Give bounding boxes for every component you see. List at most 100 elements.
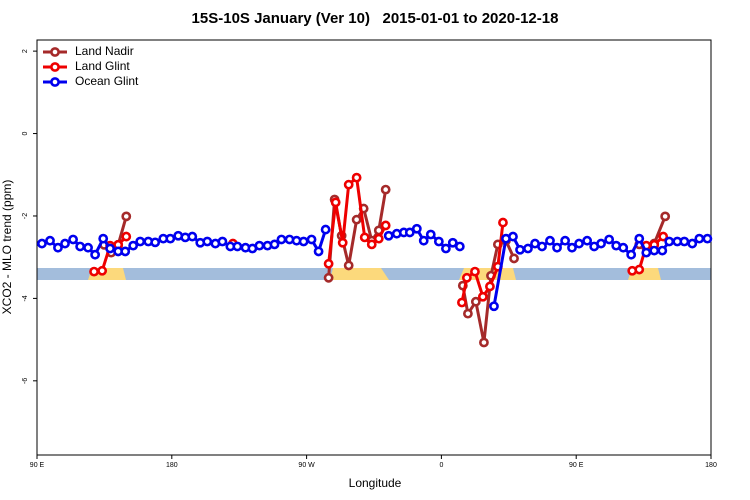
data-point (660, 211, 671, 222)
data-point (498, 217, 508, 228)
data-point (298, 236, 309, 247)
data-point (457, 297, 467, 308)
data-point (485, 281, 495, 292)
data-point (626, 249, 637, 260)
data-point (45, 235, 55, 246)
data-point (75, 241, 86, 252)
data-point (105, 243, 115, 254)
legend-marker (50, 62, 60, 72)
data-point (120, 246, 131, 257)
data-point (470, 296, 481, 307)
data-point (537, 241, 547, 252)
data-point (97, 265, 108, 276)
chart-title: 15S-10S January (Ver 10) 2015-01-01 to 2… (192, 10, 559, 27)
legend-marker (50, 77, 60, 87)
data-point (320, 224, 331, 235)
data-point (567, 242, 577, 253)
data-point (508, 231, 518, 242)
data-point (694, 233, 705, 244)
data-point (121, 211, 132, 222)
data-point (634, 233, 645, 244)
data-point (366, 239, 377, 250)
y-tick-label: 0 (22, 132, 29, 136)
data-point (702, 233, 713, 244)
data-point (165, 233, 176, 244)
data-point (523, 243, 533, 254)
x-axis-label: Longitude (349, 476, 402, 490)
data-point (359, 232, 370, 243)
data-point (470, 266, 480, 277)
data-point (351, 214, 362, 225)
data-point (418, 235, 429, 246)
data-point (380, 184, 391, 195)
data-point (545, 235, 555, 246)
data-point (276, 234, 287, 245)
data-point (83, 242, 93, 253)
x-tick-label: 180 (166, 462, 178, 469)
data-point (425, 229, 436, 240)
data-point (121, 231, 132, 242)
data-point (658, 231, 669, 242)
data-point (454, 241, 465, 252)
data-point (515, 244, 525, 255)
data-point (323, 272, 334, 283)
data-point (306, 234, 317, 245)
x-tick-label: 90 W (298, 462, 315, 469)
data-point (269, 239, 280, 250)
data-point (380, 220, 391, 231)
legend-marker (50, 47, 60, 57)
data-point (53, 242, 63, 253)
data-point (479, 337, 489, 348)
data-point (477, 291, 488, 302)
y-tick-label: -2 (22, 213, 29, 219)
x-tick-label: 180 (705, 462, 717, 469)
data-point (411, 223, 422, 234)
data-point (447, 237, 458, 248)
data-point (187, 231, 198, 242)
land-patch (330, 268, 389, 280)
data-point (323, 258, 334, 269)
x-tick-label: 90 E (30, 462, 45, 469)
data-point (604, 234, 615, 245)
data-point (664, 236, 675, 247)
x-tick-label: 90 E (569, 462, 584, 469)
data-point (343, 179, 354, 190)
data-point (461, 272, 472, 283)
plot-frame (36, 39, 712, 456)
data-point (254, 240, 265, 251)
data-point (489, 301, 499, 312)
data-point (37, 238, 47, 249)
y-tick-label: -6 (22, 378, 29, 384)
data-point (150, 237, 161, 248)
x-tick-label: 0 (439, 462, 443, 469)
data-point (383, 230, 394, 241)
y-tick-label: -4 (22, 295, 29, 301)
data-point (433, 236, 444, 247)
data-point (68, 234, 78, 245)
data-point (634, 264, 645, 275)
data-point (128, 240, 139, 251)
data-point (330, 197, 341, 208)
data-point (89, 266, 99, 277)
data-point (343, 260, 354, 271)
data-point (641, 247, 652, 258)
data-point (232, 241, 243, 252)
data-point (373, 233, 384, 244)
data-point (649, 245, 660, 256)
data-point (574, 238, 584, 249)
data-point (463, 308, 473, 319)
series-line (102, 189, 667, 343)
legend-label: Land Glint (75, 59, 130, 73)
legend-label: Land Nadir (75, 44, 134, 58)
y-axis-label: XCO2 - MLO trend (ppm) (0, 180, 14, 315)
data-point (509, 253, 519, 264)
data-point (404, 227, 415, 238)
land-mask (37, 268, 711, 280)
data-point (687, 238, 698, 249)
data-point (679, 236, 690, 247)
data-point (313, 246, 324, 257)
data-point (351, 172, 362, 183)
data-point (135, 236, 146, 247)
data-point (560, 235, 571, 246)
